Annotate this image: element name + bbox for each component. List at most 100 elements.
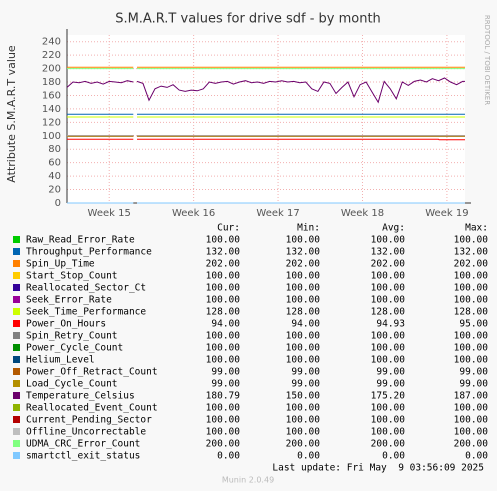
x-tick-label: Week 15 — [88, 208, 131, 219]
legend-stat: 0.00 — [382, 451, 405, 462]
legend-stat: 0.00 — [217, 451, 240, 462]
x-tick-label: Week 16 — [172, 208, 215, 219]
y-tick-label: 220 — [42, 50, 61, 61]
legend-stat: 0.00 — [465, 451, 488, 462]
legend-stat: 100.00 — [454, 415, 489, 426]
legend-stat: 100.00 — [454, 331, 489, 342]
legend-header: Min: — [297, 223, 320, 234]
y-tick-label: 120 — [42, 117, 61, 128]
chart-title: S.M.A.R.T values for drive sdf - by mont… — [115, 12, 381, 27]
legend-swatch — [13, 380, 20, 387]
legend-stat: 100.00 — [206, 271, 241, 282]
legend-stat: 99.00 — [211, 367, 240, 378]
legend-swatch — [13, 368, 20, 375]
legend-stat: 100.00 — [206, 427, 241, 438]
legend-stat: 100.00 — [206, 295, 241, 306]
legend-swatch — [13, 356, 20, 363]
legend-label: Spin_Retry_Count — [26, 331, 118, 342]
legend-stat: 128.00 — [286, 307, 321, 318]
legend-header: Avg: — [382, 223, 405, 234]
legend-stat: 100.00 — [286, 235, 321, 246]
legend-swatch — [13, 236, 20, 243]
legend-stat: 132.00 — [454, 247, 489, 258]
y-tick-label: 160 — [42, 90, 61, 101]
legend-stat: 132.00 — [286, 247, 321, 258]
legend-label: Seek_Time_Performance — [26, 307, 146, 318]
legend-stat: 128.00 — [454, 307, 489, 318]
legend-swatch — [13, 260, 20, 267]
legend-stat: 99.00 — [211, 379, 240, 390]
legend-stat: 100.00 — [371, 331, 406, 342]
legend-stat: 100.00 — [454, 427, 489, 438]
legend-stat: 100.00 — [286, 355, 321, 366]
x-tick-label: Week 18 — [341, 208, 384, 219]
legend-swatch — [13, 344, 20, 351]
legend-stat: 94.00 — [291, 319, 320, 330]
legend-swatch — [13, 284, 20, 291]
legend-stat: 99.00 — [459, 379, 488, 390]
last-update: Last update: Fri May 9 03:56:09 2025 — [272, 463, 484, 474]
legend-label: Power_On_Hours — [26, 319, 106, 330]
y-tick-label: 100 — [42, 131, 61, 142]
legend-stat: 100.00 — [454, 295, 489, 306]
legend-stat: 128.00 — [206, 307, 241, 318]
series-line — [66, 77, 465, 104]
legend-stat: 95.00 — [459, 319, 488, 330]
y-tick-label: 40 — [48, 171, 61, 182]
legend-stat: 200.00 — [286, 439, 321, 450]
legend-stat: 100.00 — [286, 415, 321, 426]
legend-stat: 100.00 — [286, 343, 321, 354]
y-tick-label: 0 — [55, 198, 61, 209]
y-tick-label: 140 — [42, 104, 61, 115]
legend-stat: 128.00 — [371, 307, 406, 318]
legend-stat: 100.00 — [371, 355, 406, 366]
legend-stat: 100.00 — [371, 403, 406, 414]
legend-stat: 99.00 — [291, 367, 320, 378]
legend-header: Max: — [465, 223, 488, 234]
legend-stat: 100.00 — [454, 403, 489, 414]
plot-area — [67, 35, 465, 203]
footer: Munin 2.0.49 — [222, 476, 274, 485]
x-tick-label: Week 19 — [425, 208, 468, 219]
legend-swatch — [13, 404, 20, 411]
legend-label: Temperature_Celsius — [26, 391, 135, 402]
legend-stat: 99.00 — [376, 379, 405, 390]
legend-swatch — [13, 320, 20, 327]
legend-stat: 202.00 — [206, 259, 241, 270]
legend-stat: 100.00 — [454, 283, 489, 294]
legend-stat: 100.00 — [206, 343, 241, 354]
y-axis-label: Attribute S.M.A.R.T value — [5, 45, 18, 183]
legend-swatch — [13, 248, 20, 255]
legend-label: UDMA_CRC_Error_Count — [26, 439, 140, 450]
legend-swatch — [13, 332, 20, 339]
legend-stat: 132.00 — [206, 247, 241, 258]
legend-stat: 100.00 — [206, 415, 241, 426]
legend-label: Helium_Level — [26, 355, 95, 366]
legend-stat: 132.00 — [371, 247, 406, 258]
legend-label: Start_Stop_Count — [26, 271, 118, 282]
legend-stat: 200.00 — [206, 439, 241, 450]
x-tick-label: Week 17 — [256, 208, 299, 219]
legend-label: Current_Pending_Sector — [26, 415, 152, 426]
legend-stat: 180.79 — [206, 391, 241, 402]
legend-stat: 100.00 — [206, 403, 241, 414]
legend-stat: 100.00 — [206, 331, 241, 342]
legend-stat: 100.00 — [286, 331, 321, 342]
legend-label: Throughput_Performance — [26, 247, 152, 258]
legend-stat: 200.00 — [454, 439, 489, 450]
side-text: RRDTOOL / TOBI OETIKER — [483, 15, 491, 105]
legend-swatch — [13, 440, 20, 447]
legend-stat: 94.00 — [211, 319, 240, 330]
legend-label: Reallocated_Event_Count — [26, 403, 158, 414]
legend-stat: 100.00 — [286, 295, 321, 306]
legend-stat: 100.00 — [206, 355, 241, 366]
legend-label: Load_Cycle_Count — [26, 379, 118, 390]
legend-stat: 100.00 — [206, 235, 241, 246]
legend-label: Reallocated_Sector_Ct — [26, 283, 146, 294]
legend-stat: 100.00 — [286, 403, 321, 414]
legend-label: Offline_Uncorrectable — [26, 427, 146, 438]
legend-stat: 99.00 — [376, 367, 405, 378]
legend-swatch — [13, 272, 20, 279]
legend-stat: 100.00 — [371, 271, 406, 282]
